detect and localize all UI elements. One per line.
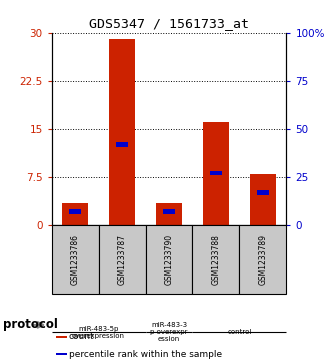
Text: control: control — [227, 329, 252, 335]
Bar — [210, 171, 222, 175]
Text: protocol: protocol — [3, 318, 58, 331]
Text: miR-483-5p
overexpression: miR-483-5p overexpression — [72, 326, 125, 339]
Text: GSM1233790: GSM1233790 — [165, 234, 173, 285]
Bar — [62, 203, 88, 225]
Text: percentile rank within the sample: percentile rank within the sample — [69, 350, 222, 359]
Text: miR-483-3
p overexpr
ession: miR-483-3 p overexpr ession — [150, 322, 188, 342]
Bar — [250, 174, 276, 225]
Text: GSM1233786: GSM1233786 — [71, 234, 80, 285]
Bar — [239, 225, 286, 294]
Bar — [257, 190, 269, 195]
Bar — [56, 335, 67, 338]
Bar — [156, 203, 182, 225]
Text: GSM1233789: GSM1233789 — [258, 234, 267, 285]
Bar — [56, 353, 67, 355]
Bar — [203, 122, 229, 225]
Bar — [116, 142, 128, 147]
Bar — [163, 209, 175, 214]
Bar — [109, 39, 135, 225]
Title: GDS5347 / 1561733_at: GDS5347 / 1561733_at — [89, 17, 249, 30]
Bar — [52, 225, 99, 294]
Bar — [146, 225, 192, 294]
Bar — [99, 225, 146, 294]
Text: count: count — [69, 332, 94, 341]
Bar — [69, 209, 81, 214]
Text: GSM1233788: GSM1233788 — [211, 234, 220, 285]
Text: GSM1233787: GSM1233787 — [118, 234, 127, 285]
Bar — [192, 225, 239, 294]
